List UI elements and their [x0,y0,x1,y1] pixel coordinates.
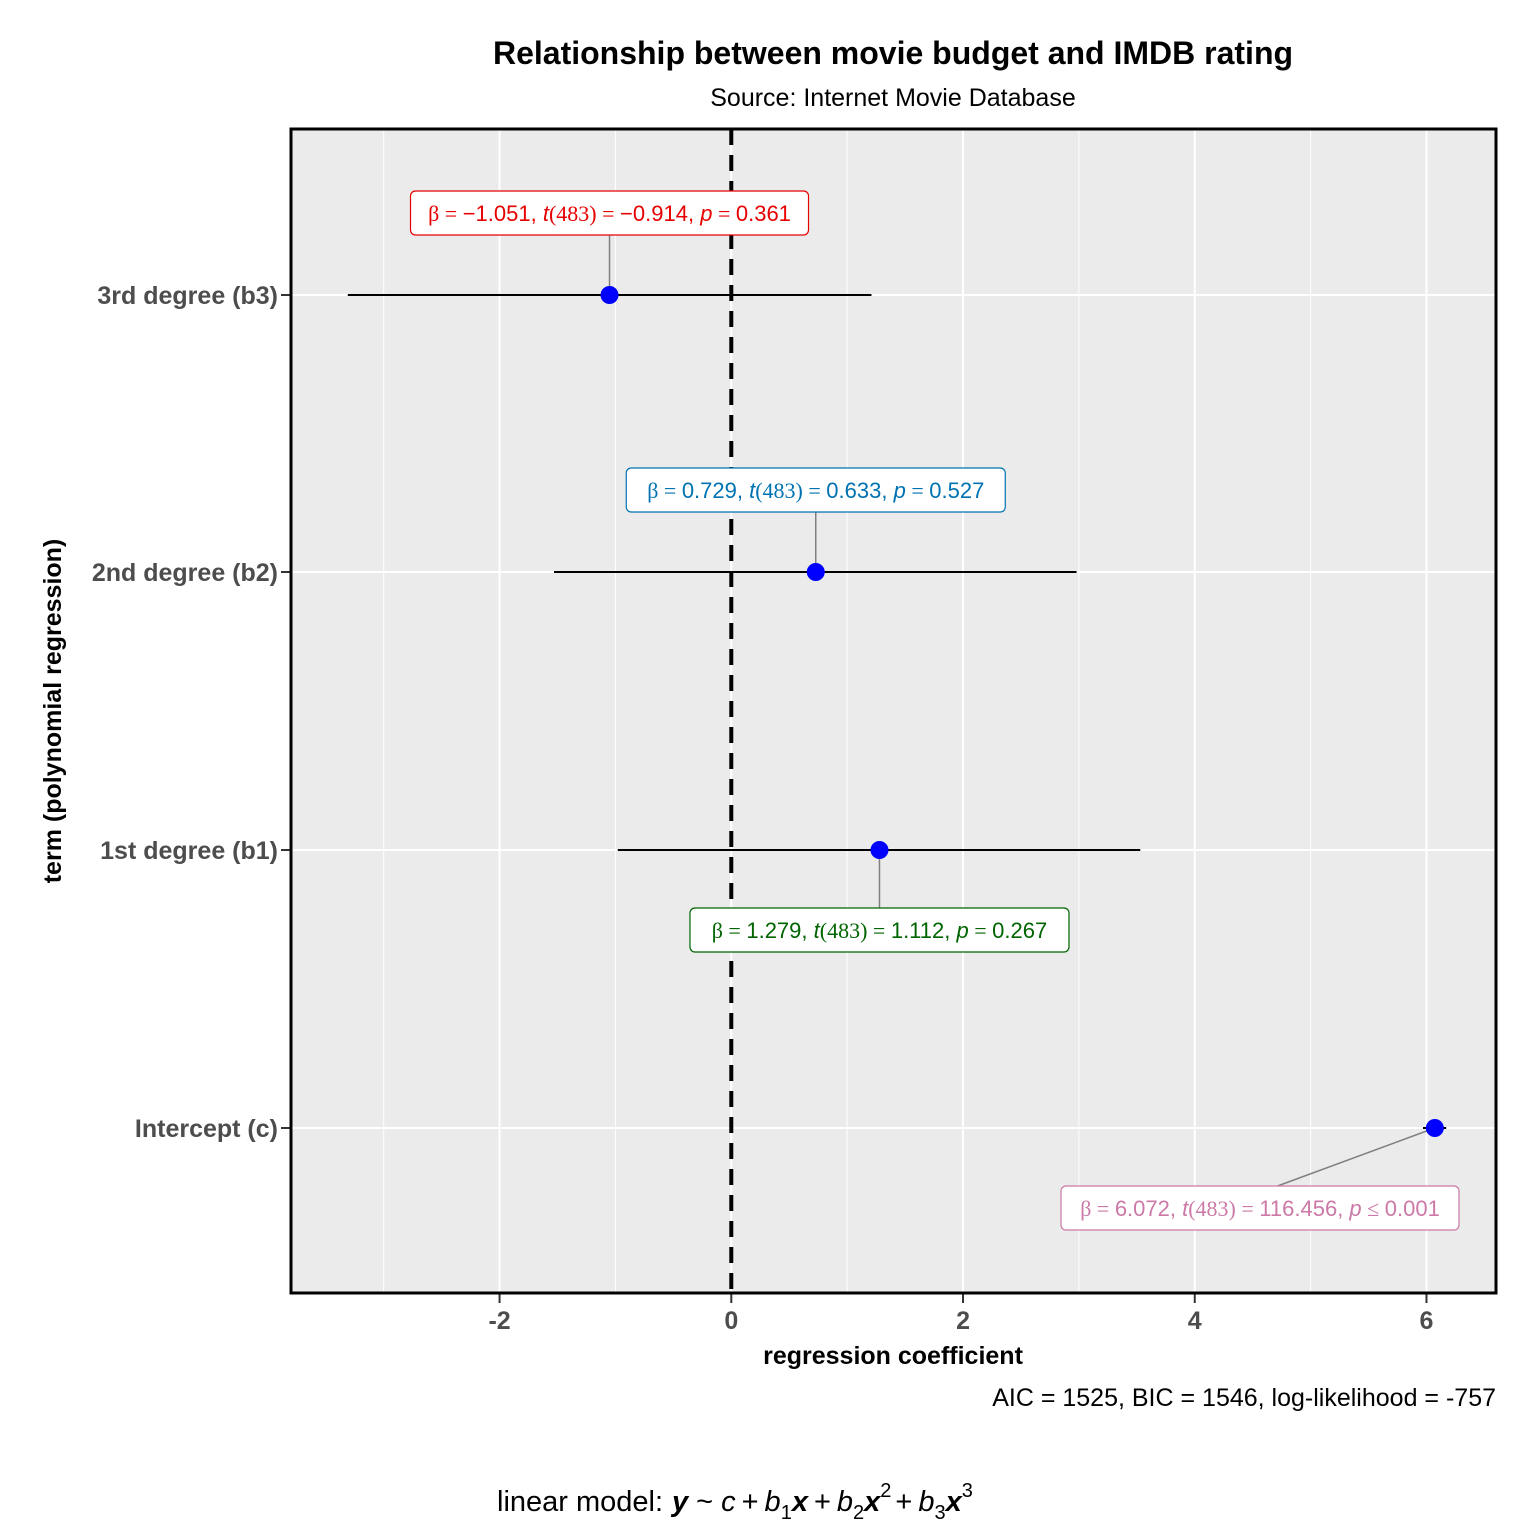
model-fit-caption: AIC = 1525, BIC = 1546, log-likelihood =… [992,1384,1496,1412]
stats-label: β = −1.051, t(483) = −0.914, p = 0.361 [428,201,791,226]
chart-title: Relationship between movie budget and IM… [493,35,1293,71]
x-tick-label: -2 [488,1307,510,1335]
stats-label-box [625,467,1006,513]
panel-background [291,129,1496,1293]
model-formula: linear model: y ~ c + b1x + b2x2 + b3x3 [497,1480,973,1524]
stats-label-box [409,190,810,236]
coefficient-point [806,563,825,581]
coefficient-point [870,841,889,859]
chart-subtitle: Source: Internet Movie Database [710,84,1075,112]
stats-label: β = 6.072, t(483) = 116.456, p ≤ 0.001 [1080,1196,1440,1221]
x-tick-label: 0 [724,1307,738,1335]
stats-label-box [1060,1185,1460,1231]
x-tick-label: 2 [956,1307,970,1335]
plot-panel: β = 6.072, t(483) = 116.456, p ≤ 0.001 In… [92,127,1498,1335]
coefficient-point [1425,1119,1444,1137]
model-formula-prefix: linear model: [497,1486,663,1518]
y-axis-title: term (polynomial regression) [39,539,67,884]
x-axis-title: regression coefficient [763,1342,1023,1370]
label-leader-line [1277,1127,1436,1187]
panel-border [289,127,1498,1295]
coefficient-point [600,286,619,304]
x-tick-label: 4 [1188,1307,1202,1335]
stats-label: β = 0.729, t(483) = 0.633, p = 0.527 [647,478,984,503]
y-tick-label: 2nd degree (b2) [92,559,278,587]
stats-label-box [689,907,1070,953]
stats-label: β = 1.279, t(483) = 1.112, p = 0.267 [712,918,1047,943]
x-tick-label: 6 [1420,1307,1434,1335]
y-tick-label: 1st degree (b1) [100,837,278,865]
y-tick-label: Intercept (c) [135,1115,278,1143]
y-tick-label: 3rd degree (b3) [97,282,278,310]
